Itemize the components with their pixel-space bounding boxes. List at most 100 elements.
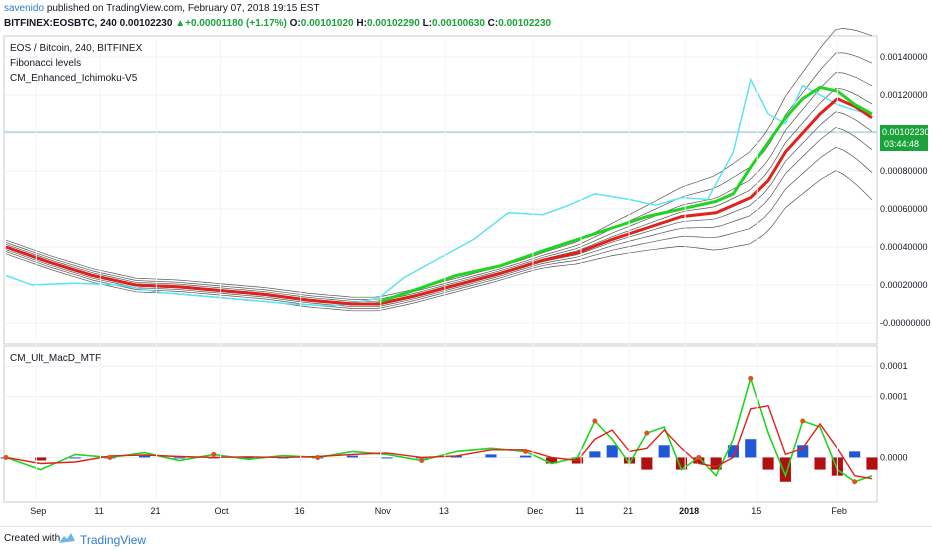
published-text: published on TradingView.com, February 0… [46, 3, 320, 14]
x-tick-label: 15 [751, 506, 761, 516]
cross-dot [852, 479, 858, 485]
author-name[interactable]: savenido [4, 3, 45, 14]
histogram-bar [762, 457, 774, 470]
x-tick-label: Oct [215, 506, 230, 516]
cross-dot [419, 457, 425, 463]
histogram-bar [381, 457, 393, 459]
high-label: H: [356, 18, 367, 29]
x-tick-label: 2018 [679, 506, 699, 516]
band-line [5, 111, 873, 306]
cross-dot [696, 454, 702, 460]
change-value: +0.00001180 (+1.17%) [185, 18, 287, 29]
signal-line [5, 405, 873, 480]
band-line [5, 52, 873, 300]
high-value: 0.00102290 [366, 18, 420, 29]
histogram-bar [606, 445, 618, 458]
x-tick-label: 16 [295, 506, 305, 516]
cross-dot [592, 418, 598, 424]
cyan-price-line [5, 77, 873, 307]
cross-dot [644, 430, 650, 436]
cross-dot [107, 454, 113, 460]
cross-dot [748, 375, 754, 381]
cross-dot [800, 418, 806, 424]
chart-title: EOS / Bitcoin, 240, BITFINEX [10, 43, 143, 54]
x-tick-label: 21 [150, 506, 160, 516]
publish-line: savenido published on TradingView.com, F… [4, 3, 320, 14]
footer-bar: Created with TradingView [0, 526, 932, 551]
tradingview-brand[interactable]: TradingView [80, 533, 147, 547]
green-ichimoku-line [377, 85, 873, 304]
histogram-bar [779, 457, 791, 482]
histogram-bar [849, 451, 861, 458]
histogram-bar [346, 455, 358, 458]
y-tick-label: 0.0000 [880, 452, 908, 462]
close-label: C: [487, 18, 499, 29]
histogram-bar [520, 455, 532, 458]
price-pane[interactable] [3, 35, 878, 345]
x-tick-label: Dec [527, 506, 544, 516]
histogram-bar [242, 457, 255, 459]
histogram-bar [35, 457, 47, 461]
cross-dot [523, 448, 529, 454]
y-tick-label: 0.0001 [880, 361, 908, 371]
histogram-bar [658, 445, 670, 458]
price-badge [880, 125, 928, 151]
fibonacci-legend: Fibonacci levels [10, 58, 81, 69]
y-tick-label: 0.00140000 [880, 52, 928, 62]
macd-line [5, 375, 873, 483]
cross-dot [211, 451, 217, 457]
histogram-bar [727, 445, 740, 458]
ohlc-line: BITFINEX:EOSBTC, 240 0.00102230 ▲+0.0000… [4, 18, 551, 29]
histogram-bar [589, 451, 601, 458]
macd-title: CM_Ult_MacD_MTF [10, 353, 101, 364]
low-label: L: [422, 18, 433, 29]
y-tick-label: -0.00000000 [880, 318, 931, 328]
ichimoku-legend: CM_Enhanced_Ichimoku-V5 [10, 73, 138, 84]
created-with-label: Created with [4, 533, 61, 544]
close-value: 0.00102230 [498, 18, 552, 29]
x-tick-label: 13 [439, 506, 449, 516]
histogram-bar [814, 457, 826, 470]
histogram-bar [641, 457, 653, 470]
band-line [5, 87, 873, 304]
histogram-bar [866, 457, 878, 470]
x-tick-label: 11 [575, 506, 584, 516]
low-value: 0.00100630 [432, 18, 485, 29]
y-tick-label: 0.00020000 [880, 280, 928, 290]
band-line [5, 72, 873, 302]
band-line [5, 170, 873, 312]
y-tick-label: 0.00060000 [880, 204, 928, 214]
histogram-bar [485, 454, 497, 458]
histogram-bar [693, 457, 705, 464]
histogram-bar [797, 445, 809, 458]
y-tick-label: 0.00040000 [880, 242, 928, 252]
y-tick-label: 0.00080000 [880, 166, 928, 176]
histogram-bar [710, 457, 722, 470]
histogram-bar [173, 457, 185, 459]
last-price: 0.00102230 [119, 18, 173, 29]
cross-dot [315, 454, 321, 460]
histogram-bar [138, 455, 151, 458]
tradingview-logo-icon [59, 533, 75, 543]
price-badge-countdown: 03:44:48 [884, 139, 919, 149]
chart-area[interactable]: 0.001400000.001200000.001000000.00080000… [0, 0, 932, 526]
x-tick-label: 11 [94, 506, 103, 516]
x-tick-label: 21 [623, 506, 633, 516]
histogram-bar [675, 457, 688, 470]
cross-dot [3, 454, 9, 460]
histogram-bar [745, 439, 757, 458]
band-line [5, 127, 873, 308]
y-tick-label: 0.00120000 [880, 90, 928, 100]
open-value: 0.00101020 [300, 18, 354, 29]
symbol-label: BITFINEX:EOSBTC, 240 [4, 18, 117, 29]
x-tick-label: Feb [831, 506, 847, 516]
macd-pane[interactable] [3, 345, 878, 503]
x-tick-label: Sep [30, 506, 46, 516]
histogram-bar [546, 457, 558, 464]
up-arrow-icon: ▲ [175, 18, 186, 29]
open-label: O: [289, 18, 301, 29]
red-ichimoku-line [5, 97, 873, 306]
y-tick-label: 0.0001 [880, 392, 908, 402]
x-tick-label: Nov [375, 506, 392, 516]
band-line [5, 28, 873, 298]
